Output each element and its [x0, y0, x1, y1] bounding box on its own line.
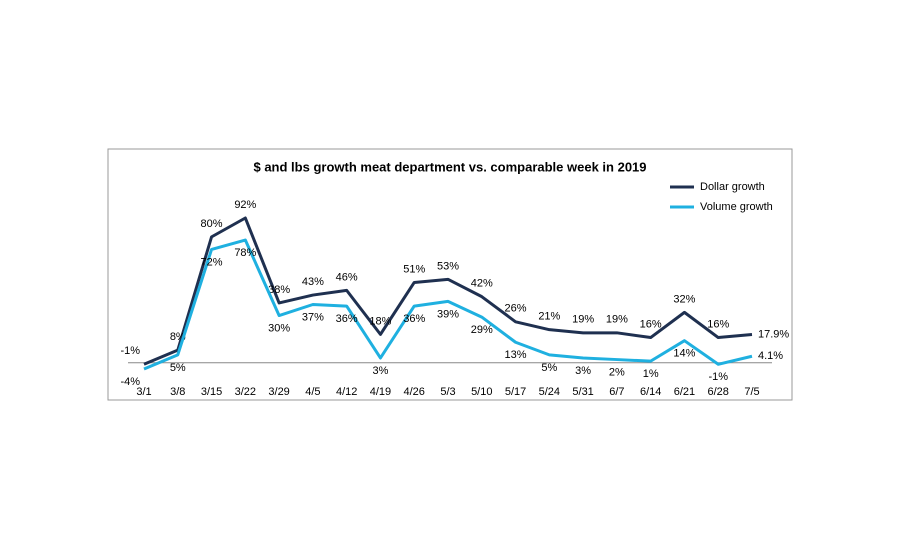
- x-tick-label: 3/22: [235, 386, 256, 398]
- data-label: 4.1%: [758, 350, 783, 362]
- data-label: 72%: [201, 256, 223, 268]
- x-tick-label: 6/28: [708, 386, 729, 398]
- x-tick-label: 3/1: [136, 386, 151, 398]
- data-label: 42%: [471, 278, 493, 290]
- data-label: -4%: [120, 376, 140, 388]
- x-tick-label: 4/5: [305, 386, 320, 398]
- data-label: 21%: [538, 311, 560, 323]
- x-tick-label: 7/5: [744, 386, 759, 398]
- x-tick-label: 6/14: [640, 386, 661, 398]
- data-label: 5%: [170, 362, 186, 374]
- data-label: 51%: [403, 263, 425, 275]
- chart-frame: [107, 148, 793, 401]
- data-label: 2%: [609, 366, 625, 378]
- data-label: 36%: [403, 313, 425, 325]
- series-line: [143, 238, 753, 371]
- x-tick-label: 3/15: [201, 386, 222, 398]
- x-tick-label: 3/8: [170, 386, 185, 398]
- x-tick-label: 6/7: [609, 386, 624, 398]
- x-tick-label: 5/17: [505, 386, 526, 398]
- data-label: 39%: [437, 308, 459, 320]
- data-label: 19%: [572, 314, 594, 326]
- data-label: 32%: [673, 293, 695, 305]
- data-label: 1%: [643, 368, 659, 380]
- data-label: 26%: [505, 303, 527, 315]
- x-tick-label: 5/31: [572, 386, 593, 398]
- data-label: 17.9%: [758, 328, 789, 340]
- data-label: 80%: [201, 218, 223, 230]
- x-tick-label: 4/19: [370, 386, 391, 398]
- data-label: 37%: [302, 311, 324, 323]
- x-tick-label: 4/12: [336, 386, 357, 398]
- data-label: 92%: [234, 199, 256, 211]
- x-tick-label: 5/3: [440, 386, 455, 398]
- x-tick-label: 4/26: [404, 386, 425, 398]
- series-line: [143, 216, 753, 366]
- data-label: 53%: [437, 260, 459, 272]
- data-label: 43%: [302, 276, 324, 288]
- data-label: 36%: [336, 313, 358, 325]
- data-label: 78%: [234, 247, 256, 259]
- data-label: 5%: [541, 362, 557, 374]
- data-label: 38%: [268, 284, 290, 296]
- data-label: 3%: [575, 365, 591, 377]
- data-label: 18%: [369, 315, 391, 327]
- data-label: 16%: [707, 318, 729, 330]
- x-tick-label: 6/21: [674, 386, 695, 398]
- chart-title: $ and lbs growth meat department vs. com…: [253, 159, 646, 174]
- legend-label: Volume growth: [700, 201, 773, 213]
- data-label: 16%: [640, 318, 662, 330]
- data-label: -1%: [708, 371, 728, 383]
- x-tick-label: 5/24: [539, 386, 560, 398]
- data-label: 3%: [372, 365, 388, 377]
- data-label: 46%: [336, 271, 358, 283]
- x-tick-label: 5/10: [471, 386, 492, 398]
- data-label: -1%: [120, 345, 140, 357]
- data-label: 13%: [505, 349, 527, 361]
- data-label: 14%: [673, 348, 695, 360]
- data-label: 19%: [606, 314, 628, 326]
- data-label: 30%: [268, 322, 290, 334]
- legend-label: Dollar growth: [700, 181, 765, 193]
- x-tick-label: 3/29: [268, 386, 289, 398]
- data-label: 29%: [471, 324, 493, 336]
